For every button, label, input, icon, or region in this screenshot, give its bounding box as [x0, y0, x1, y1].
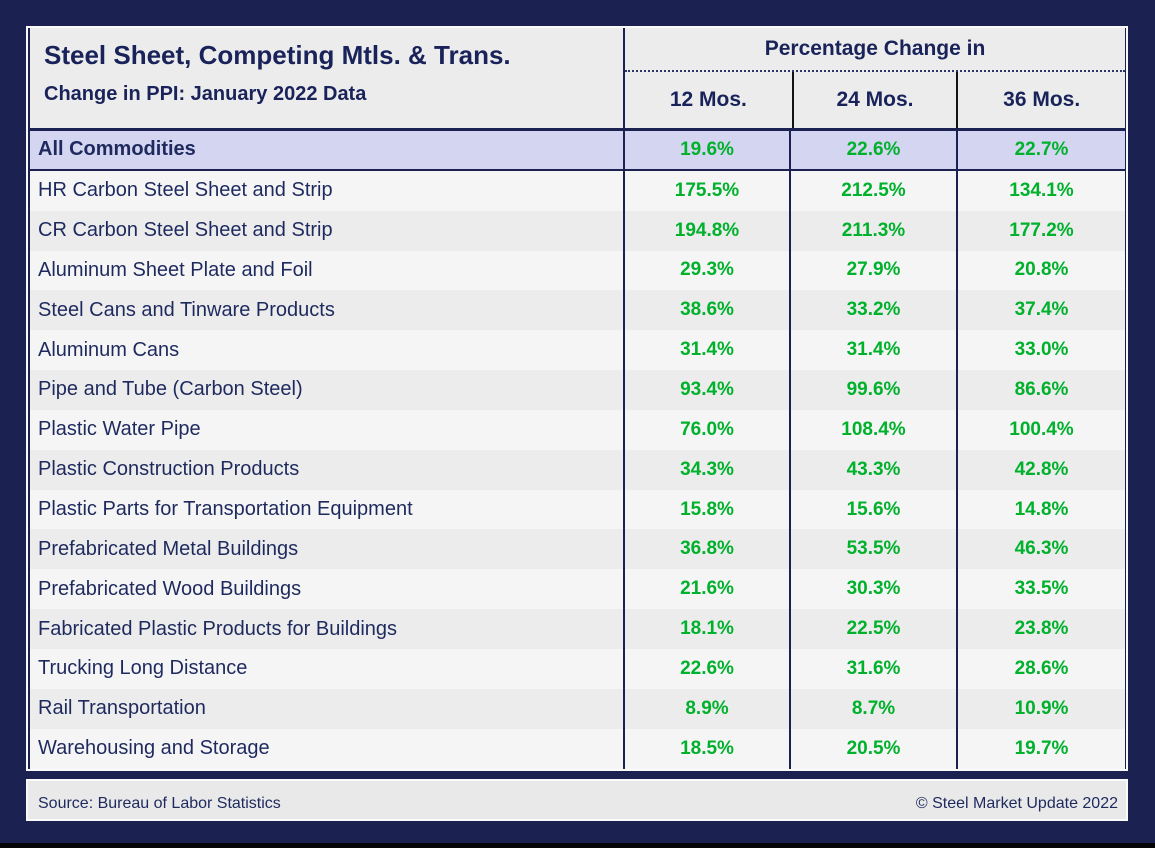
table-row: Trucking Long Distance 22.6% 31.6% 28.6%: [30, 648, 1125, 689]
row-label: Plastic Construction Products: [30, 449, 625, 490]
row-value-36mos: 177.2%: [1009, 219, 1074, 241]
row-value-12mos: 15.8%: [625, 489, 791, 530]
row-value-24mos: 8.7%: [791, 688, 958, 729]
row-value-36mos: 46.3%: [1014, 538, 1069, 560]
row-value-36mos: 20.8%: [1014, 259, 1069, 281]
row-value-24mos: 30.3%: [791, 569, 958, 610]
table-row: Aluminum Cans 31.4% 31.4% 33.0%: [30, 330, 1125, 371]
row-value-24mos: 212.5%: [791, 170, 958, 211]
row-value-36mos: 10.9%: [1014, 697, 1069, 719]
row-value-36mos: 100.4%: [1009, 418, 1074, 440]
row-value-36mos: 14.8%: [1014, 498, 1069, 520]
row-label: Trucking Long Distance: [30, 648, 625, 689]
row-value-12mos: 34.3%: [625, 449, 791, 490]
row-value-12mos: 29.3%: [625, 250, 791, 291]
row-label: Pipe and Tube (Carbon Steel): [30, 370, 625, 410]
table-row: HR Carbon Steel Sheet and Strip 175.5% 212…: [30, 170, 1125, 211]
row-value-12mos: 22.6%: [625, 648, 791, 689]
row-value-12mos: 76.0%: [625, 409, 791, 450]
row-value-12mos: 8.9%: [625, 688, 791, 729]
row-value-12mos: 38.6%: [625, 290, 791, 331]
row-label: Plastic Parts for Transportation Equipme…: [30, 489, 625, 530]
row-label: Steel Cans and Tinware Products: [30, 290, 625, 331]
row-value-24mos: 211.3%: [791, 210, 958, 251]
row-value-36mos: 33.0%: [1014, 339, 1069, 361]
row-value-24mos: 27.9%: [791, 250, 958, 291]
row-value-12mos: 19.6%: [625, 131, 791, 169]
title-block: Steel Sheet, Competing Mtls. & Trans. Ch…: [30, 28, 625, 128]
row-value-36mos: 33.5%: [1014, 578, 1069, 600]
table-row: Prefabricated Metal Buildings 36.8% 53.5% 4…: [30, 529, 1125, 570]
table-row: Rail Transportation 8.9% 8.7% 10.9%: [30, 688, 1125, 729]
column-header-36mos: 36 Mos.: [1003, 88, 1081, 111]
ppi-table: Steel Sheet, Competing Mtls. & Trans. Ch…: [26, 26, 1128, 771]
row-label: Plastic Water Pipe: [30, 409, 625, 450]
row-label: Prefabricated Wood Buildings: [30, 569, 625, 610]
table-row: Steel Cans and Tinware Products 38.6% 33.2…: [30, 290, 1125, 331]
row-label: CR Carbon Steel Sheet and Strip: [30, 210, 625, 251]
table-row: Fabricated Plastic Products for Building…: [30, 609, 1125, 649]
row-value-24mos: 31.4%: [791, 330, 958, 371]
row-value-36mos: 42.8%: [1014, 458, 1069, 480]
row-value-24mos: 20.5%: [791, 728, 958, 769]
row-label: All Commodities: [30, 131, 625, 169]
row-value-24mos: 31.6%: [791, 648, 958, 689]
table-row: Plastic Water Pipe 76.0% 108.4% 100.4%: [30, 409, 1125, 450]
row-value-24mos: 15.6%: [791, 489, 958, 530]
row-value-12mos: 175.5%: [625, 170, 791, 211]
row-value-24mos: 53.5%: [791, 529, 958, 570]
row-value-24mos: 108.4%: [791, 409, 958, 450]
columns-header: Percentage Change in 12 Mos. 24 Mos. 36 …: [625, 28, 1125, 128]
bottom-black-strip: [0, 843, 1155, 848]
row-label: Fabricated Plastic Products for Building…: [30, 609, 625, 649]
row-value-12mos: 21.6%: [625, 569, 791, 610]
row-value-12mos: 18.1%: [625, 609, 791, 649]
row-label: Aluminum Cans: [30, 330, 625, 371]
row-value-24mos: 22.6%: [791, 131, 958, 169]
column-header-24mos: 24 Mos.: [791, 72, 959, 128]
row-label: Prefabricated Metal Buildings: [30, 529, 625, 570]
row-value-36mos: 134.1%: [1009, 179, 1074, 201]
row-value-12mos: 93.4%: [625, 370, 791, 410]
row-value-24mos: 33.2%: [791, 290, 958, 331]
row-label: Aluminum Sheet Plate and Foil: [30, 250, 625, 291]
row-value-36mos: 19.7%: [1014, 737, 1069, 759]
row-value-36mos: 22.7%: [1014, 138, 1069, 160]
source-note: Source: Bureau of Labor Statistics: [38, 795, 281, 812]
row-value-24mos: 43.3%: [791, 449, 958, 490]
column-header-12mos: 12 Mos.: [669, 88, 747, 111]
table-header: Steel Sheet, Competing Mtls. & Trans. Ch…: [30, 28, 1125, 128]
row-label: HR Carbon Steel Sheet and Strip: [30, 170, 625, 211]
page-title: Steel Sheet, Competing Mtls. & Trans.: [44, 40, 511, 70]
row-value-12mos: 18.5%: [625, 728, 791, 769]
row-value-24mos: 99.6%: [791, 370, 958, 410]
table-row: Prefabricated Wood Buildings 21.6% 30.3% 33…: [30, 569, 1125, 610]
table-row: Warehousing and Storage 18.5% 20.5% 19.7%: [30, 728, 1125, 769]
row-value-12mos: 36.8%: [625, 529, 791, 570]
page-subtitle: Change in PPI: January 2022 Data: [44, 83, 367, 105]
row-value-36mos: 86.6%: [1014, 378, 1069, 400]
footer-bar: Source: Bureau of Labor Statistics © Ste…: [26, 779, 1128, 821]
row-value-36mos: 28.6%: [1014, 657, 1069, 679]
table-row: CR Carbon Steel Sheet and Strip 194.8% 211…: [30, 210, 1125, 251]
row-value-36mos: 37.4%: [1014, 299, 1069, 321]
row-value-12mos: 31.4%: [625, 330, 791, 371]
row-label: Rail Transportation: [30, 688, 625, 729]
table-row: Aluminum Sheet Plate and Foil 29.3% 27.9% 2…: [30, 250, 1125, 291]
column-group-label: Percentage Change in: [625, 28, 1125, 72]
table-row: Pipe and Tube (Carbon Steel) 93.4% 99.6% 86…: [30, 370, 1125, 410]
table-row: Plastic Parts for Transportation Equipme…: [30, 489, 1125, 530]
row-value-24mos: 22.5%: [791, 609, 958, 649]
row-label: Warehousing and Storage: [30, 728, 625, 769]
table-body: All Commodities 19.6% 22.6% 22.7% HR Carbon …: [30, 128, 1125, 769]
row-value-36mos: 23.8%: [1014, 618, 1069, 640]
table-row: All Commodities 19.6% 22.6% 22.7%: [30, 131, 1125, 171]
table-row: Plastic Construction Products 34.3% 43.3% 4…: [30, 449, 1125, 490]
column-labels-row: 12 Mos. 24 Mos. 36 Mos.: [625, 72, 1125, 128]
row-value-12mos: 194.8%: [625, 210, 791, 251]
copyright-note: © Steel Market Update 2022: [915, 795, 1118, 812]
